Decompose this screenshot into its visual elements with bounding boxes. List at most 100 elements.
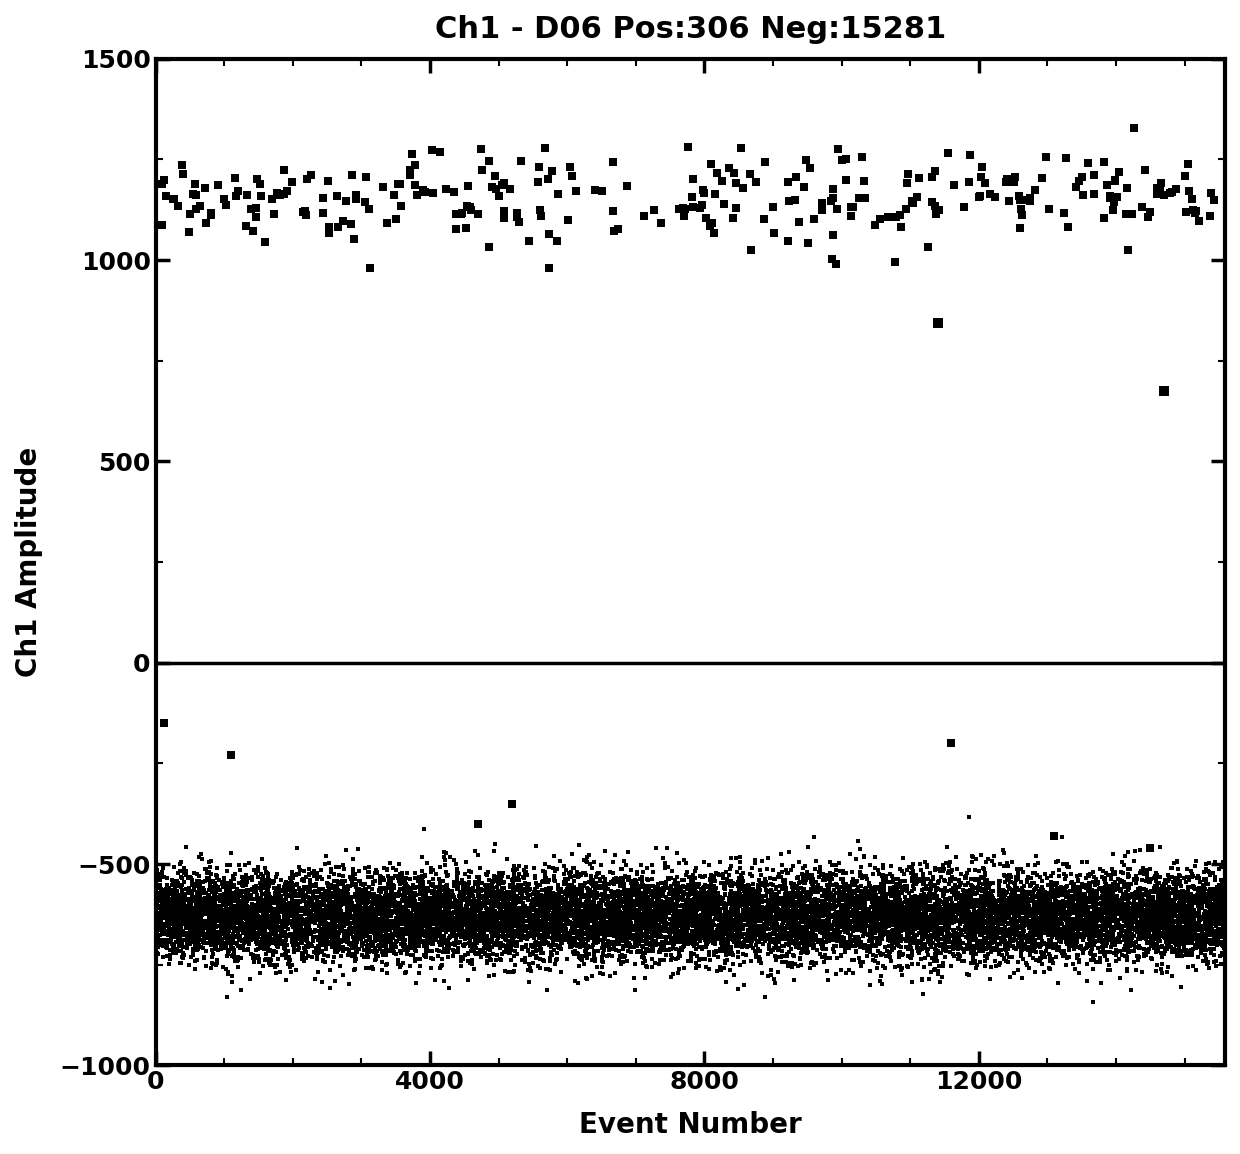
Point — [978, 927, 998, 945]
Point — [839, 882, 859, 900]
Point — [655, 907, 675, 926]
Point — [920, 920, 940, 938]
Point — [689, 886, 709, 905]
Point — [270, 898, 290, 916]
Point — [609, 930, 629, 949]
Point — [744, 938, 764, 957]
Point — [766, 921, 786, 939]
Point — [377, 946, 397, 965]
Point — [846, 902, 866, 921]
Point — [446, 912, 466, 930]
Point — [594, 904, 614, 922]
Point — [319, 868, 339, 886]
Point — [149, 897, 169, 915]
Point — [575, 863, 595, 882]
Point — [646, 924, 666, 943]
Point — [382, 915, 402, 934]
Point — [1118, 867, 1138, 885]
Point — [270, 896, 290, 914]
Point — [844, 951, 864, 969]
Point — [580, 904, 600, 922]
Point — [574, 876, 594, 894]
Point — [1059, 857, 1079, 876]
Point — [166, 902, 186, 921]
Point — [655, 897, 675, 915]
Point — [264, 900, 284, 919]
Point — [913, 893, 932, 912]
Point — [750, 928, 770, 946]
Point — [315, 917, 335, 936]
Point — [436, 941, 456, 959]
Point — [849, 882, 869, 900]
Point — [1033, 897, 1053, 915]
Point — [826, 937, 846, 956]
Point — [273, 912, 293, 930]
Point — [696, 876, 715, 894]
Point — [1025, 908, 1045, 927]
Point — [461, 942, 481, 960]
Point — [1004, 919, 1024, 937]
Point — [642, 893, 662, 912]
Point — [801, 908, 821, 927]
Point — [232, 917, 252, 936]
Point — [279, 887, 299, 906]
Point — [790, 934, 810, 952]
Point — [1157, 926, 1177, 944]
Point — [169, 937, 188, 956]
Point — [373, 869, 393, 887]
Point — [166, 932, 186, 951]
Point — [1111, 909, 1131, 928]
Point — [906, 875, 926, 893]
Point — [376, 889, 396, 907]
Point — [1180, 942, 1200, 960]
Point — [915, 890, 935, 908]
Point — [346, 938, 366, 957]
Point — [646, 919, 666, 937]
Point — [389, 904, 409, 922]
Point — [940, 872, 960, 891]
Point — [606, 869, 626, 887]
Point — [1096, 927, 1116, 945]
Point — [1195, 941, 1215, 959]
Point — [427, 916, 446, 935]
Point — [600, 917, 620, 936]
Point — [503, 892, 523, 911]
Point — [660, 870, 680, 889]
Point — [957, 936, 977, 954]
Point — [796, 868, 816, 886]
Point — [368, 897, 388, 915]
Point — [754, 922, 774, 941]
Point — [748, 912, 768, 930]
Point — [1012, 936, 1032, 954]
Point — [631, 892, 651, 911]
Point — [642, 936, 662, 954]
Point — [804, 869, 823, 887]
Point — [708, 884, 728, 902]
Point — [950, 911, 970, 929]
Point — [227, 887, 247, 906]
Point — [634, 897, 653, 915]
Point — [283, 928, 303, 946]
Point — [760, 869, 780, 887]
Point — [677, 902, 697, 921]
Point — [589, 878, 609, 897]
Point — [1106, 897, 1126, 915]
Point — [880, 900, 900, 919]
Point — [1079, 882, 1099, 900]
Point — [281, 899, 301, 917]
Point — [585, 889, 605, 907]
Point — [642, 894, 662, 913]
Point — [298, 946, 317, 965]
Point — [508, 911, 528, 929]
Point — [693, 920, 713, 938]
Point — [267, 899, 286, 917]
Point — [371, 920, 391, 938]
Point — [988, 942, 1008, 960]
Point — [372, 928, 392, 946]
Point — [727, 894, 746, 913]
Point — [169, 926, 188, 944]
Point — [851, 877, 870, 896]
Point — [434, 847, 454, 866]
Point — [562, 905, 582, 923]
Point — [1141, 901, 1161, 920]
